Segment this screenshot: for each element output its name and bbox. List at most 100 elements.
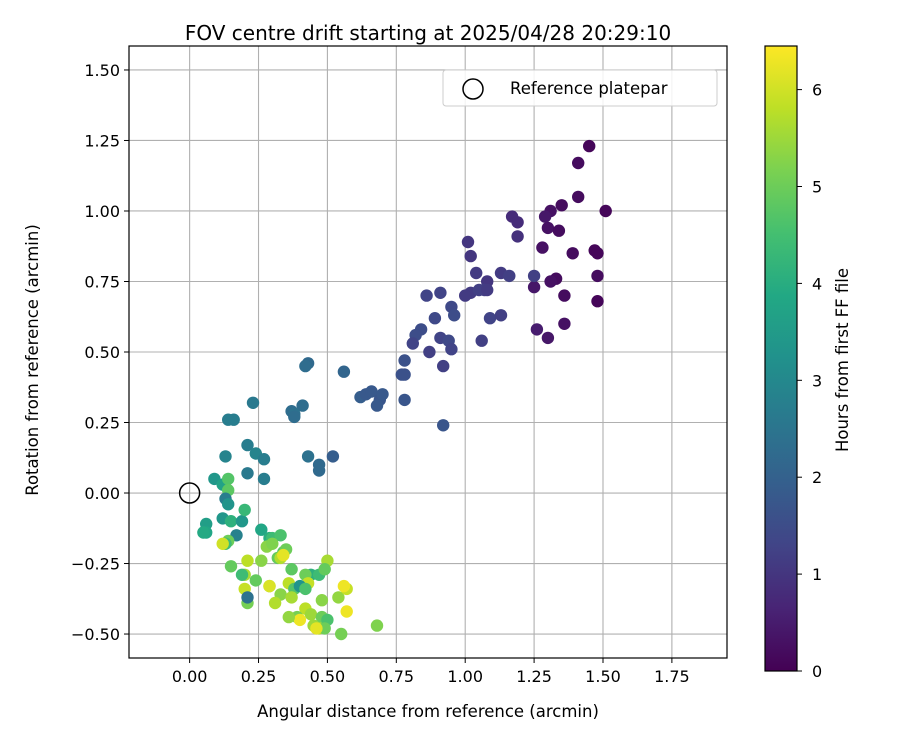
scatter-point: [315, 594, 329, 607]
scatter-point: [255, 554, 268, 567]
scatter-point: [249, 574, 262, 587]
colorbar-tick-label: 4: [812, 274, 822, 293]
scatter-point: [420, 289, 433, 302]
scatter-point: [197, 526, 210, 539]
scatter-point: [511, 230, 524, 243]
scatter-point: [483, 312, 497, 325]
scatter-point: [464, 249, 477, 263]
scatter-point: [370, 619, 384, 632]
scatter-point: [434, 286, 447, 299]
scatter-point: [241, 467, 254, 480]
scatter-point: [544, 275, 557, 288]
y-tick-label: 1.00: [84, 202, 120, 221]
scatter-point: [558, 317, 571, 330]
x-tick-label: 1.00: [447, 667, 483, 686]
scatter-point: [428, 312, 442, 325]
y-axis-label: Rotation from reference (arcmin): [23, 224, 42, 496]
scatter-point: [224, 560, 238, 573]
scatter-point: [238, 503, 251, 517]
scatter-point: [301, 450, 315, 463]
scatter-point: [538, 210, 552, 223]
scatter-point: [257, 472, 271, 486]
scatter-point: [527, 280, 541, 294]
scatter-point: [527, 269, 541, 283]
scatter-point: [282, 610, 295, 624]
scatter-point: [470, 266, 483, 280]
colorbar-gradient: [764, 45, 798, 672]
colorbar-tick-label: 2: [812, 468, 822, 487]
colorbar-tick-label: 3: [812, 371, 822, 390]
scatter-point: [241, 591, 254, 604]
x-tick-label: 1.75: [654, 667, 690, 686]
scatter-point: [530, 323, 544, 336]
scatter-point: [293, 613, 307, 627]
scatter-point: [406, 337, 419, 350]
scatter-point: [591, 295, 604, 308]
scatter-point: [370, 399, 384, 412]
colorbar-tick-label: 0: [812, 662, 822, 681]
y-axis-ticks: −0.50 −0.25 0.00 0.25 0.50 0.75 1.00 1.25 1.50: [71, 61, 129, 644]
scatter-point: [398, 354, 411, 367]
y-tick-label: 0.75: [84, 272, 120, 291]
colorbar-tick-label: 1: [812, 565, 822, 584]
legend-entry-reference-platepar: Reference platepar: [510, 79, 668, 98]
y-tick-label: 1.50: [84, 61, 120, 80]
scatter-point: [266, 537, 279, 550]
y-tick-label: −0.25: [71, 555, 120, 574]
colorbar-ticks: 0 1 2 3 4 5 6: [797, 81, 822, 681]
scatter-point: [296, 399, 309, 412]
y-tick-label: 0.00: [84, 484, 120, 503]
scatter-point: [257, 453, 271, 466]
y-tick-label: −0.50: [71, 625, 120, 644]
scatter-point: [263, 579, 276, 593]
scatter-point: [541, 331, 555, 345]
x-axis-ticks: 0.00 0.25 0.50 0.75 1.00 1.25 1.50 1.75: [172, 658, 690, 686]
scatter-point: [437, 419, 450, 432]
legend: Reference platepar: [442, 69, 718, 107]
scatter-point: [541, 221, 555, 235]
scatter-point: [445, 343, 458, 356]
scatter-point: [398, 393, 411, 407]
legend-box: [442, 69, 718, 107]
scatter-point: [241, 438, 254, 452]
scatter-point: [299, 582, 312, 596]
scatter-point: [285, 563, 298, 576]
reference-platepar-marker: [178, 482, 201, 504]
scatter-point: [437, 359, 450, 373]
colorbar: 0 1 2 3 4 5 6 Hours from first FF file: [764, 45, 852, 681]
x-tick-label: 1.50: [585, 667, 621, 686]
scatter-point: [566, 247, 579, 260]
scatter-point: [591, 247, 604, 260]
y-tick-label: 0.50: [84, 343, 120, 362]
scatter-point: [423, 345, 436, 359]
scatter-point: [475, 334, 488, 347]
scatter-point: [277, 548, 290, 562]
scatter-point: [310, 622, 323, 635]
scatter-point: [511, 216, 524, 229]
colorbar-tick-label: 6: [812, 81, 822, 100]
scatter-point: [326, 450, 340, 463]
scatter-point: [340, 605, 353, 618]
x-tick-label: 0.00: [172, 667, 208, 686]
scatter-point: [222, 413, 235, 426]
scatter-point: [312, 464, 326, 477]
scatter-point: [285, 591, 298, 604]
colorbar-tick-label: 5: [812, 178, 822, 197]
x-tick-label: 0.25: [241, 667, 277, 686]
scatter-point: [288, 410, 301, 424]
scatter-point: [235, 515, 249, 528]
scatter-point: [268, 596, 282, 610]
x-tick-label: 0.50: [310, 667, 346, 686]
scatter-point: [241, 554, 254, 567]
legend-marker-icon: [462, 78, 484, 100]
scatter-point: [246, 396, 260, 409]
scatter-point: [365, 385, 378, 398]
scatter-point: [503, 269, 516, 283]
x-axis-label: Angular distance from reference (arcmin): [257, 702, 599, 721]
scatter-point: [304, 608, 318, 621]
scatter-point: [337, 365, 351, 378]
scatter-point: [255, 523, 268, 536]
y-tick-label: 1.25: [84, 131, 120, 150]
y-tick-label: 0.25: [84, 414, 120, 433]
data-points: [197, 139, 612, 641]
